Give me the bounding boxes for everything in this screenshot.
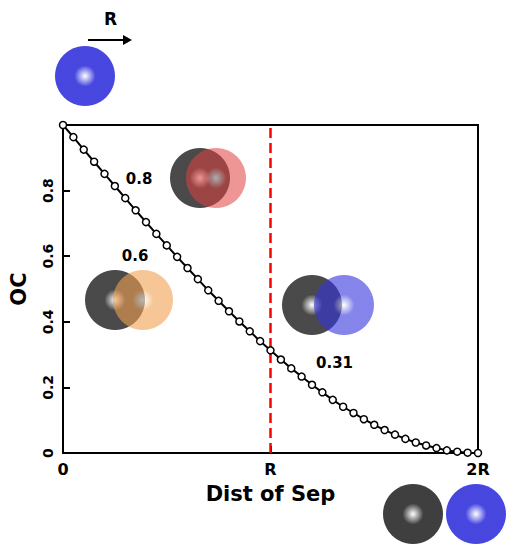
svg-text:0.6: 0.6 xyxy=(122,247,149,265)
svg-text:0.4: 0.4 xyxy=(40,309,56,334)
svg-text:0.8: 0.8 xyxy=(126,170,153,188)
svg-text:2R: 2R xyxy=(466,460,489,479)
svg-text:0: 0 xyxy=(57,460,68,479)
svg-text:0.2: 0.2 xyxy=(40,375,56,400)
svg-text:0.31: 0.31 xyxy=(316,354,353,372)
svg-text:0.8: 0.8 xyxy=(40,178,56,203)
svg-text:0.6: 0.6 xyxy=(40,244,56,269)
svg-text:0: 0 xyxy=(40,448,56,458)
svg-text:Dist of Sep: Dist of Sep xyxy=(206,482,336,506)
svg-text:R: R xyxy=(104,9,117,29)
svg-text:R: R xyxy=(264,460,276,479)
svg-text:OC: OC xyxy=(7,272,31,305)
